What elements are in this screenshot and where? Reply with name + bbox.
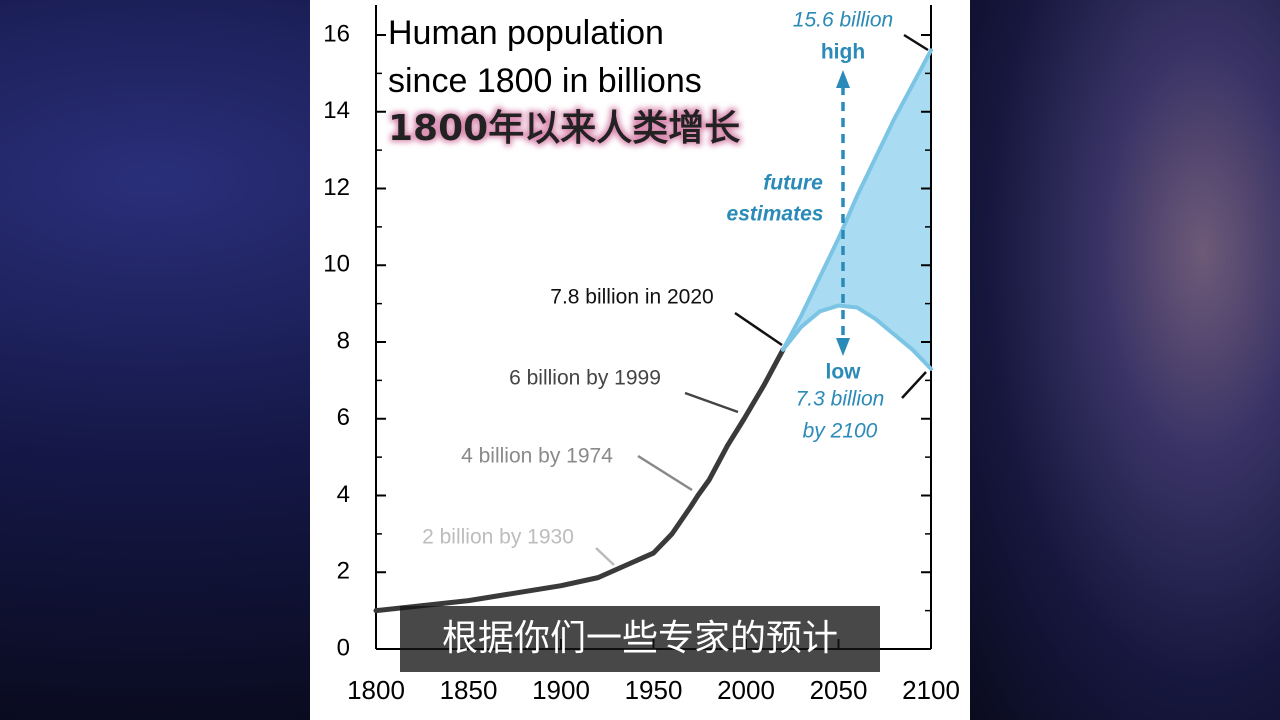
y-tick-label: 10 [323,251,350,278]
leader-line [684,391,739,414]
annotation: 4 billion by 1974 [461,445,613,468]
overlay-title: 1800年以来人类增长 [388,108,740,149]
x-tick-label: 2100 [902,675,960,705]
x-tick-label: 1800 [347,675,405,705]
annotation: 6 billion by 1999 [509,367,661,390]
background-right [970,0,1280,720]
annotation: future [763,172,823,195]
y-tick-label: 4 [337,481,350,508]
history-line [373,347,786,614]
y-tick-label: 12 [323,174,350,201]
leader-line [734,311,783,347]
y-tick-label: 0 [337,634,350,661]
caption-box [400,606,880,672]
annotation: estimates [727,203,824,226]
arrow-head-up [836,70,850,88]
x-tick-label: 2000 [717,675,775,705]
annotation: low [826,361,862,384]
x-tick-label: 1950 [625,675,683,705]
y-tick-label: 2 [337,558,350,585]
y-tick-label: 16 [323,20,350,47]
y-tick-label: 8 [337,327,350,354]
annotation: 15.6 billion [793,9,893,32]
y-tick-label: 14 [323,97,350,124]
annotation: high [821,41,865,64]
chart-title: since 1800 in billions [388,62,702,100]
x-tick-label: 1850 [440,675,498,705]
annotation: 7.8 billion in 2020 [550,286,713,309]
leader-line [903,33,929,52]
annotation: by 2100 [803,420,878,443]
x-tick-label: 2050 [810,675,868,705]
annotation: 7.3 billion [796,388,885,411]
x-tick-label: 1900 [532,675,590,705]
leader-line [901,371,927,399]
leader-line [637,454,693,492]
caption: 根据你们一些专家的预计 [442,618,838,659]
leader-line [595,547,615,566]
estimate-band [783,50,931,369]
annotation: 2 billion by 1930 [422,526,574,549]
arrow-head-down [836,338,850,356]
y-tick-label: 6 [337,404,350,431]
estimate-line [781,303,933,371]
chart-title: Human population [388,14,664,52]
estimate-line [781,48,933,352]
chart-panel [310,0,970,720]
